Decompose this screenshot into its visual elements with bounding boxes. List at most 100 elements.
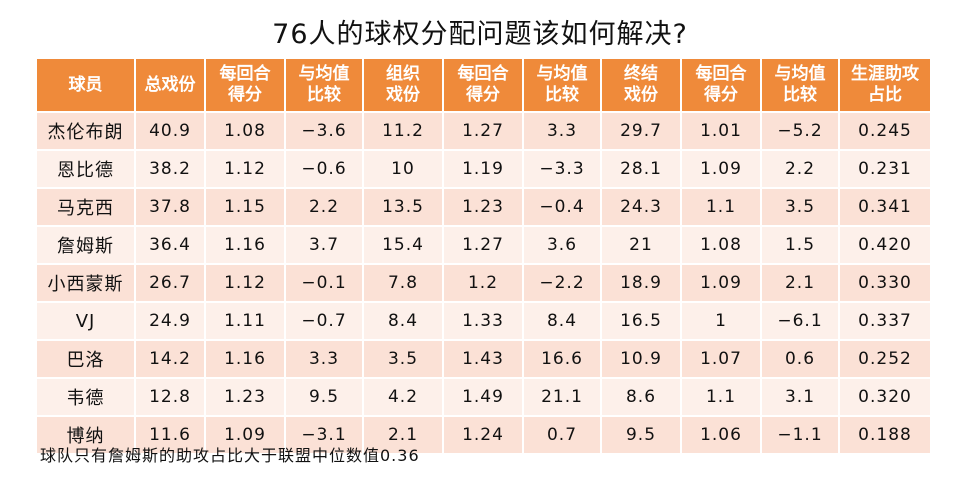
stat-cell: 3.3 [286, 339, 364, 377]
table-row: VJ 24.9 1.11 −0.7 8.4 1.33 8.4 16.5 1 −6.1 0.337 [37, 301, 930, 339]
player-name-cell: 马克西 [37, 187, 136, 225]
stat-cell: −5.2 [762, 111, 840, 149]
stat-cell: 1.27 [444, 225, 524, 263]
stat-cell: 21.1 [524, 377, 602, 415]
stat-cell: 3.5 [364, 339, 444, 377]
stat-cell: 1.27 [444, 111, 524, 149]
stat-cell: −0.7 [286, 301, 364, 339]
stat-cell: 1.15 [206, 187, 286, 225]
stat-cell: −0.1 [286, 263, 364, 301]
column-header: 生涯助攻 占比 [840, 59, 930, 111]
stat-cell: 1.33 [444, 301, 524, 339]
page-title: 76人的球权分配问题该如何解决? [272, 19, 688, 50]
column-header: 组织 戏份 [364, 59, 444, 111]
column-header: 球员 [37, 59, 136, 111]
stat-cell: −6.1 [762, 301, 840, 339]
stat-cell: 1 [682, 301, 762, 339]
column-header: 每回合 得分 [682, 59, 762, 111]
table-row: 巴洛 14.2 1.16 3.3 3.5 1.43 16.6 10.9 1.07 0.6 0.252 [37, 339, 930, 377]
stat-cell: 29.7 [602, 111, 682, 149]
stat-cell: 1.01 [682, 111, 762, 149]
stat-cell: 18.9 [602, 263, 682, 301]
footnote: 球队只有詹姆斯的助攻占比大于联盟中位数值0.36 [40, 446, 420, 465]
table-row: 小西蒙斯 26.7 1.12 −0.1 7.8 1.2 −2.2 18.9 1.09 2.1 0.3… [37, 263, 930, 301]
stat-cell: 40.9 [136, 111, 206, 149]
stat-cell: 11.2 [364, 111, 444, 149]
stat-cell: −3.1 [286, 415, 364, 453]
stat-cell: 1.16 [206, 225, 286, 263]
stat-cell: 3.5 [762, 187, 840, 225]
stat-cell: 0.7 [524, 415, 602, 453]
table-body: 杰伦布朗 40.9 1.08 −3.6 11.2 1.27 3.3 29.7 1.01 −5.2 0… [37, 111, 930, 453]
player-name-cell: 博纳 [37, 415, 136, 453]
player-name-cell: 韦德 [37, 377, 136, 415]
stat-cell: 13.5 [364, 187, 444, 225]
stat-cell: 2.1 [762, 263, 840, 301]
stat-cell: 1.2 [444, 263, 524, 301]
stat-cell: 1.06 [682, 415, 762, 453]
stat-cell: 4.2 [364, 377, 444, 415]
stat-cell: 12.8 [136, 377, 206, 415]
column-header: 每回合 得分 [444, 59, 524, 111]
stat-cell: 9.5 [286, 377, 364, 415]
stat-cell: 24.9 [136, 301, 206, 339]
table-row: 博纳 11.6 1.09 −3.1 2.1 1.24 0.7 9.5 1.06 −1.1 0.188 [37, 415, 930, 453]
stat-cell: 0.231 [840, 149, 930, 187]
stat-cell: 1.1 [682, 187, 762, 225]
stat-cell: −1.1 [762, 415, 840, 453]
player-name-cell: 巴洛 [37, 339, 136, 377]
stat-cell: 7.8 [364, 263, 444, 301]
table-row: 马克西 37.8 1.15 2.2 13.5 1.23 −0.4 24.3 1.1 3.5 0.34… [37, 187, 930, 225]
stat-cell: 2.2 [762, 149, 840, 187]
stat-cell: 1.23 [444, 187, 524, 225]
stat-cell: −3.6 [286, 111, 364, 149]
stat-cell: 3.6 [524, 225, 602, 263]
stats-table: 球员 总戏份 每回合 得分 与均值 比较 组织 戏份 每回合 得分 与均值 比较 终结 戏份每… [37, 59, 930, 453]
player-name-cell: 恩比德 [37, 149, 136, 187]
column-header: 与均值 比较 [286, 59, 364, 111]
stat-cell: 10 [364, 149, 444, 187]
stat-cell: −0.6 [286, 149, 364, 187]
stat-cell: 1.09 [682, 149, 762, 187]
stat-cell: 3.1 [762, 377, 840, 415]
player-name-cell: 詹姆斯 [37, 225, 136, 263]
stat-cell: 0.420 [840, 225, 930, 263]
column-header: 终结 戏份 [602, 59, 682, 111]
table-row: 杰伦布朗 40.9 1.08 −3.6 11.2 1.27 3.3 29.7 1.01 −5.2 0… [37, 111, 930, 149]
stat-cell: 9.5 [602, 415, 682, 453]
stat-cell: 1.1 [682, 377, 762, 415]
stat-cell: 0.330 [840, 263, 930, 301]
stat-cell: 37.8 [136, 187, 206, 225]
stat-cell: 0.6 [762, 339, 840, 377]
stat-cell: 14.2 [136, 339, 206, 377]
column-header: 与均值 比较 [762, 59, 840, 111]
stat-cell: 1.09 [682, 263, 762, 301]
stat-cell: 8.4 [524, 301, 602, 339]
stat-cell: 3.3 [524, 111, 602, 149]
stat-cell: 26.7 [136, 263, 206, 301]
table-row: 恩比德 38.2 1.12 −0.6 10 1.19 −3.3 28.1 1.09 2.2 0.23… [37, 149, 930, 187]
table-row: 韦德 12.8 1.23 9.5 4.2 1.49 21.1 8.6 1.1 3.1 0.320 [37, 377, 930, 415]
stat-cell: 15.4 [364, 225, 444, 263]
stat-cell: 16.5 [602, 301, 682, 339]
stat-cell: 0.341 [840, 187, 930, 225]
table-row: 詹姆斯 36.4 1.16 3.7 15.4 1.27 3.6 21 1.08 1.5 0.420 [37, 225, 930, 263]
stat-cell: −3.3 [524, 149, 602, 187]
stat-cell: 8.4 [364, 301, 444, 339]
stat-cell: 28.1 [602, 149, 682, 187]
stat-cell: 1.24 [444, 415, 524, 453]
stat-cell: 1.43 [444, 339, 524, 377]
stat-cell: 0.320 [840, 377, 930, 415]
stat-cell: 24.3 [602, 187, 682, 225]
stat-cell: 1.08 [682, 225, 762, 263]
stat-cell: −0.4 [524, 187, 602, 225]
stat-cell: 1.08 [206, 111, 286, 149]
table-header-row: 球员 总戏份 每回合 得分 与均值 比较 组织 戏份 每回合 得分 与均值 比较 终结 戏份每… [37, 59, 930, 111]
stat-cell: 8.6 [602, 377, 682, 415]
stat-cell: 1.09 [206, 415, 286, 453]
stat-cell: 1.23 [206, 377, 286, 415]
stat-cell: 1.07 [682, 339, 762, 377]
stat-cell: 1.16 [206, 339, 286, 377]
stat-cell: 0.245 [840, 111, 930, 149]
stat-cell: 0.188 [840, 415, 930, 453]
